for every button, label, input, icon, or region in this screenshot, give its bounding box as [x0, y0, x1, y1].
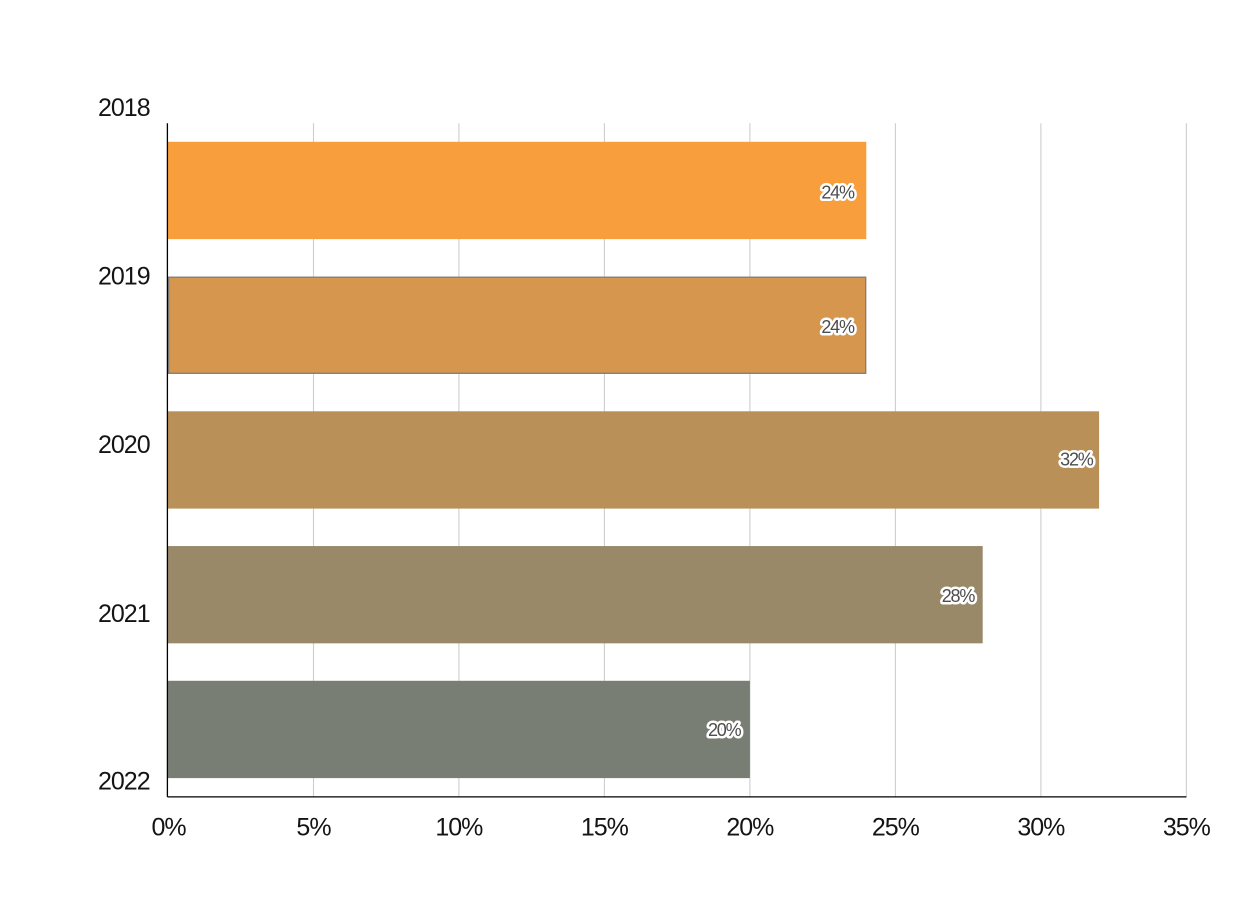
svg-text:2020: 2020: [98, 431, 150, 459]
svg-text:15%: 15%: [581, 813, 629, 841]
svg-text:24%: 24%: [821, 317, 855, 337]
svg-text:20%: 20%: [708, 720, 742, 740]
svg-text:25%: 25%: [872, 813, 920, 841]
svg-text:35%: 35%: [1163, 813, 1211, 841]
svg-text:24%: 24%: [821, 182, 855, 202]
svg-text:2022: 2022: [98, 768, 150, 796]
svg-text:28%: 28%: [942, 586, 976, 606]
svg-text:2018: 2018: [98, 94, 150, 122]
svg-text:32%: 32%: [1060, 449, 1094, 469]
svg-text:2021: 2021: [98, 600, 150, 628]
svg-text:0%: 0%: [152, 813, 187, 841]
svg-text:20%: 20%: [726, 813, 774, 841]
svg-text:10%: 10%: [435, 813, 483, 841]
svg-text:5%: 5%: [296, 813, 331, 841]
svg-text:30%: 30%: [1017, 813, 1065, 841]
svg-text:2019: 2019: [98, 263, 150, 291]
